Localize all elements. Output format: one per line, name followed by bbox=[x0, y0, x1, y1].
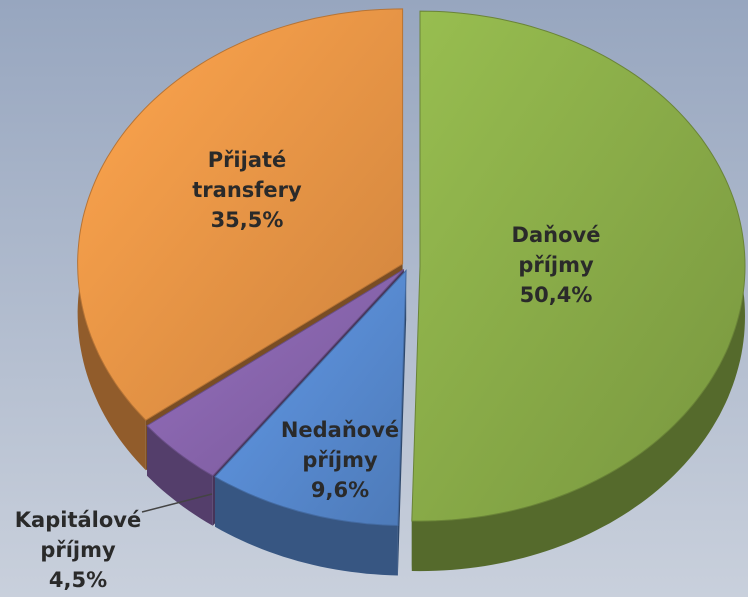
category-label: Přijaté transfery bbox=[192, 148, 302, 202]
value-label: 9,6% bbox=[310, 478, 370, 502]
slice-outer-wall bbox=[215, 476, 398, 576]
leader-line bbox=[141, 493, 213, 513]
slice-tops bbox=[77, 8, 746, 527]
slice bbox=[146, 268, 405, 477]
slice bbox=[77, 8, 404, 421]
category-label: Nedaňové příjmy bbox=[280, 418, 400, 472]
slice bbox=[214, 269, 407, 527]
category-label: Daňové příjmy bbox=[511, 223, 601, 277]
slice-outer-wall bbox=[147, 425, 213, 526]
slice-label: Kapitálové příjmy 4,5% bbox=[13, 505, 143, 595]
slice-label: Daňové příjmy 50,4% bbox=[491, 220, 621, 310]
value-label: 35,5% bbox=[210, 208, 284, 232]
slice-label: Přijaté transfery 35,5% bbox=[182, 145, 312, 235]
category-label: Kapitálové příjmy bbox=[14, 508, 142, 562]
value-label: 4,5% bbox=[48, 568, 108, 592]
slice bbox=[411, 10, 746, 522]
value-label: 50,4% bbox=[519, 283, 593, 307]
slice-label: Nedaňové příjmy 9,6% bbox=[275, 415, 405, 505]
